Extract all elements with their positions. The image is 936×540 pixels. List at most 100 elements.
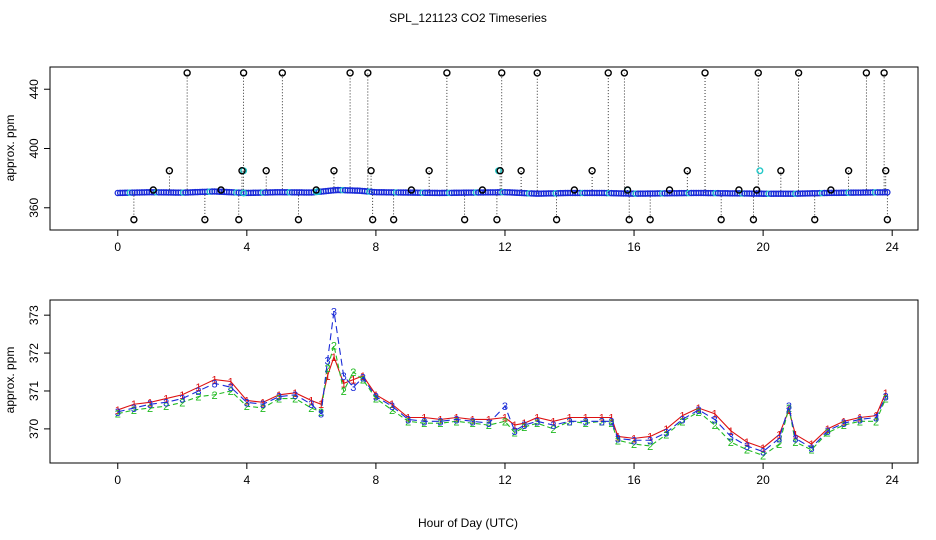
series-symbol: 1 bbox=[454, 413, 460, 425]
series-symbol: 1 bbox=[883, 388, 889, 400]
series-symbol: 2 bbox=[631, 439, 637, 451]
series-symbol: 3 bbox=[179, 394, 185, 406]
flagged-point bbox=[294, 215, 303, 224]
series-symbol: 2 bbox=[696, 407, 702, 419]
flagged-point bbox=[149, 186, 157, 194]
series-symbol: 2 bbox=[599, 416, 605, 428]
series-symbol: 2 bbox=[792, 437, 798, 449]
series-symbol: 1 bbox=[179, 390, 185, 402]
flagged-point bbox=[425, 167, 433, 175]
flagged-point bbox=[620, 69, 629, 77]
series-symbol: 3 bbox=[228, 382, 234, 394]
flagged-point bbox=[496, 167, 504, 175]
series-symbol: 2 bbox=[179, 397, 185, 409]
series-symbol: 2 bbox=[566, 416, 572, 428]
flagged-point bbox=[493, 215, 501, 224]
series-symbol: 1 bbox=[147, 397, 153, 409]
series-symbol: 1 bbox=[857, 413, 863, 425]
series-symbol: 3 bbox=[615, 433, 621, 445]
flagged-point bbox=[443, 69, 451, 77]
series-symbol: 3 bbox=[350, 382, 356, 394]
series-line bbox=[117, 345, 887, 457]
series-symbol: 2 bbox=[163, 401, 169, 413]
x-tick-label: 0 bbox=[114, 240, 121, 254]
bottom-y-axis: 370 371 372 373 bbox=[27, 305, 50, 439]
top-x-axis: 0 4 8 12 16 20 24 bbox=[114, 230, 899, 254]
flagged-point bbox=[201, 215, 209, 224]
flagged-point bbox=[312, 186, 320, 194]
series-symbol: 3 bbox=[696, 405, 702, 417]
series-symbol: 1 bbox=[260, 397, 266, 409]
top-y-axis: 360 400 440 bbox=[27, 79, 50, 218]
flagged-point bbox=[625, 215, 633, 224]
series-symbol: 2 bbox=[873, 416, 879, 428]
series-symbol: 3 bbox=[244, 397, 250, 409]
accent-point bbox=[240, 189, 248, 197]
series-symbol: 3 bbox=[260, 399, 266, 411]
flagged-point bbox=[130, 215, 138, 224]
series-symbol: 2 bbox=[744, 445, 750, 457]
series-symbol: 3 bbox=[212, 378, 218, 390]
series-symbol: 3 bbox=[115, 407, 121, 419]
series-symbol: 2 bbox=[212, 390, 218, 402]
series-symbol: 1 bbox=[163, 394, 169, 406]
series-symbol: 2 bbox=[534, 418, 540, 430]
series-symbol: 2 bbox=[195, 392, 201, 404]
series-symbol: 3 bbox=[873, 413, 879, 425]
series-symbol: 3 bbox=[883, 392, 889, 404]
x-tick-label: 16 bbox=[627, 473, 641, 487]
series-symbol: 1 bbox=[566, 413, 572, 425]
series-symbol: 1 bbox=[437, 414, 443, 426]
series-symbol: 1 bbox=[841, 416, 847, 428]
series-symbol: 3 bbox=[341, 371, 347, 383]
series-symbol: 2 bbox=[728, 437, 734, 449]
series-symbol: 2 bbox=[147, 403, 153, 415]
top-panel: 0 4 8 12 16 20 24 360 400 440 approx. ppm bbox=[3, 66, 919, 254]
flagged-point bbox=[278, 69, 287, 77]
y-tick-label: 372 bbox=[27, 343, 41, 363]
flagged-point bbox=[367, 167, 375, 175]
series-symbol: 3 bbox=[437, 416, 443, 428]
series-symbol: 2 bbox=[857, 416, 863, 428]
series-symbol: 2 bbox=[608, 418, 614, 430]
flagged-point bbox=[552, 215, 561, 224]
y-tick-label: 400 bbox=[27, 138, 41, 158]
series-symbol: 1 bbox=[470, 414, 476, 426]
series-symbol: 1 bbox=[292, 388, 298, 400]
series-symbol: 2 bbox=[341, 386, 347, 398]
series-symbol: 1 bbox=[360, 371, 366, 383]
series-symbol: 3 bbox=[792, 433, 798, 445]
series-symbol: 3 bbox=[486, 418, 492, 430]
flagged-point bbox=[330, 167, 338, 175]
series-symbol: 3 bbox=[421, 416, 427, 428]
flagged-point bbox=[646, 215, 654, 224]
series-symbol: 1 bbox=[679, 411, 685, 423]
flagged-point bbox=[460, 215, 469, 224]
flagged-point bbox=[735, 186, 743, 194]
series-symbol: 3 bbox=[647, 435, 653, 447]
series-symbol: 2 bbox=[350, 367, 356, 379]
series-symbol: 1 bbox=[744, 437, 750, 449]
series-symbol: 3 bbox=[534, 416, 540, 428]
flagged-point bbox=[346, 69, 354, 77]
series-symbol: 1 bbox=[115, 405, 121, 417]
series-symbol: 1 bbox=[212, 375, 218, 387]
series-symbol: 2 bbox=[244, 401, 250, 413]
series-symbol: 1 bbox=[421, 413, 427, 425]
series-symbol: 2 bbox=[131, 405, 137, 417]
flagged-point bbox=[777, 167, 785, 175]
series-symbol: 1 bbox=[663, 424, 669, 436]
series-symbol: 2 bbox=[421, 418, 427, 430]
series-symbol: 1 bbox=[534, 413, 540, 425]
series-symbol: 1 bbox=[318, 399, 324, 411]
flagged-point bbox=[882, 167, 890, 175]
flagged-point bbox=[570, 186, 579, 194]
series-symbol: 3 bbox=[550, 420, 556, 432]
series-symbol: 1 bbox=[608, 413, 614, 425]
series-symbol: 1 bbox=[405, 413, 411, 425]
x-tick-label: 12 bbox=[498, 240, 512, 254]
series-symbol: 3 bbox=[599, 416, 605, 428]
flagged-point bbox=[165, 167, 174, 175]
top-plot-marks bbox=[114, 69, 892, 224]
